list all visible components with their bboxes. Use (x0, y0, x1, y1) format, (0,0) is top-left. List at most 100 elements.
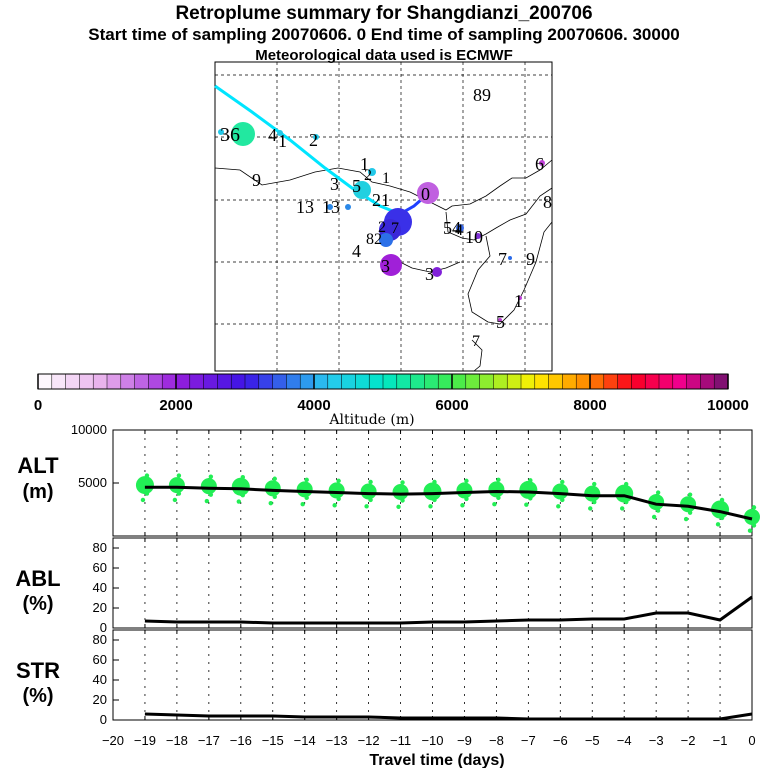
legend-color-bin (79, 373, 94, 390)
y-tick-label: 40 (93, 580, 107, 595)
alt-spread-marker (236, 499, 241, 504)
legend-color-bin (548, 373, 563, 390)
alt-marker (423, 482, 442, 501)
alt-spread-marker (204, 498, 210, 504)
map-plume-dot (277, 130, 283, 136)
x-tick-label: −2 (681, 733, 696, 748)
alt-spread-marker (236, 479, 241, 484)
x-tick-label: −5 (585, 733, 600, 748)
map-day-label: 3 (425, 264, 434, 284)
x-tick-label: −7 (521, 733, 536, 748)
panel-str: 0 20 40 60 80 STR(%) (16, 629, 753, 727)
alt-spread-marker (176, 473, 182, 478)
y-tick-label: 0 (100, 620, 107, 635)
alt-spread-marker (655, 508, 661, 513)
legend-color-bin (189, 373, 205, 390)
x-tick-label: −11 (390, 733, 411, 748)
panel-abl: 0 20 40 60 80 ABL(%) (15, 537, 753, 635)
x-tick-label: −13 (326, 733, 348, 748)
x-tick-label: −8 (489, 733, 504, 748)
legend-color-bin (37, 373, 53, 390)
legend-color-bin (203, 373, 218, 390)
alt-spread-marker (492, 481, 497, 487)
alt-spread-marker (208, 474, 214, 479)
y-tick-label: 20 (93, 600, 107, 615)
alt-marker (519, 480, 538, 499)
map-plume-dot (498, 318, 502, 322)
alt-marker (584, 485, 601, 502)
map-plume-dot (432, 267, 442, 277)
alt-spread-marker (272, 476, 277, 481)
alt-spread-marker (368, 497, 373, 503)
alt-spread-marker (204, 478, 210, 484)
alt-spread-marker (240, 474, 245, 480)
alt-spread-marker (396, 484, 401, 489)
alt-spread-marker (144, 491, 150, 496)
x-tick-label: −12 (358, 733, 380, 748)
legend-tick-label: 6000 (435, 397, 468, 414)
alt-spread-marker (432, 479, 437, 485)
map-day-label: 21 (372, 190, 390, 210)
alt-marker (296, 481, 313, 498)
x-tick-label: −9 (457, 733, 472, 748)
alt-spread-marker (556, 483, 561, 489)
alt-spread-marker (496, 477, 501, 483)
legend-color-bin (148, 373, 163, 390)
alt-spread-marker (464, 496, 469, 502)
panel-unit: (%) (22, 593, 53, 615)
map-day-label: 4 (352, 241, 361, 261)
legend-color-bin (217, 373, 232, 390)
map-plume-dot (327, 204, 333, 210)
x-tick-label: −4 (617, 733, 632, 748)
panel-label: STR (16, 658, 60, 683)
map-day-label: 8 (543, 192, 552, 212)
x-tick-label: 0 (748, 733, 755, 748)
series-line-abl (144, 595, 753, 625)
y-tick-label: 5000 (78, 475, 107, 490)
panel-label: ABL (15, 566, 60, 591)
alt-spread-marker (332, 482, 337, 488)
map-day-label: 5 (496, 312, 505, 332)
map-day-label: 2 (364, 167, 372, 184)
map-day-label: 13 (296, 197, 314, 217)
legend-color-bin (700, 373, 715, 390)
alt-spread-marker (620, 486, 625, 491)
map-plume-dot (313, 134, 319, 140)
legend-color-bin (272, 373, 287, 390)
map-day-label: 1 (514, 291, 523, 311)
alt-spread-marker (400, 480, 405, 485)
map-plume-dot (231, 122, 255, 146)
alt-marker (264, 480, 281, 497)
legend-color-bin (437, 373, 453, 390)
panel-unit: (m) (22, 481, 53, 503)
alt-spread-marker (172, 497, 178, 503)
alt-marker (648, 494, 665, 511)
legend-color-bin (368, 373, 384, 390)
legend-color-bin (520, 373, 536, 390)
x-tick-label: −1 (713, 733, 728, 748)
alt-spread-marker (620, 506, 625, 511)
map-day-label: 1 (278, 131, 287, 151)
legend-color-bin (120, 373, 136, 390)
trajectory-line (214, 84, 401, 216)
alt-spread-marker (560, 479, 565, 485)
map-day-label: 6 (535, 154, 544, 174)
map-day-label: 3 (330, 174, 339, 194)
alt-spread-marker (140, 497, 146, 503)
legend-color-bin (244, 373, 260, 390)
legend-color-bin (134, 373, 149, 390)
legend-color-bin (713, 373, 729, 390)
alt-marker (328, 482, 345, 499)
legend-color-bin (230, 373, 246, 390)
panel-unit: (%) (22, 685, 53, 707)
alt-spread-marker (400, 498, 405, 503)
map-plume-dot (456, 224, 464, 232)
legend-color-bin (92, 373, 108, 390)
x-tick-label: −10 (421, 733, 443, 748)
met-data-note: Meteorological data used is ECMWF (255, 47, 513, 64)
y-tick-label: 60 (93, 560, 107, 575)
alt-spread-marker (751, 523, 757, 528)
alt-spread-marker (624, 481, 629, 487)
legend-color-bin (175, 373, 191, 390)
